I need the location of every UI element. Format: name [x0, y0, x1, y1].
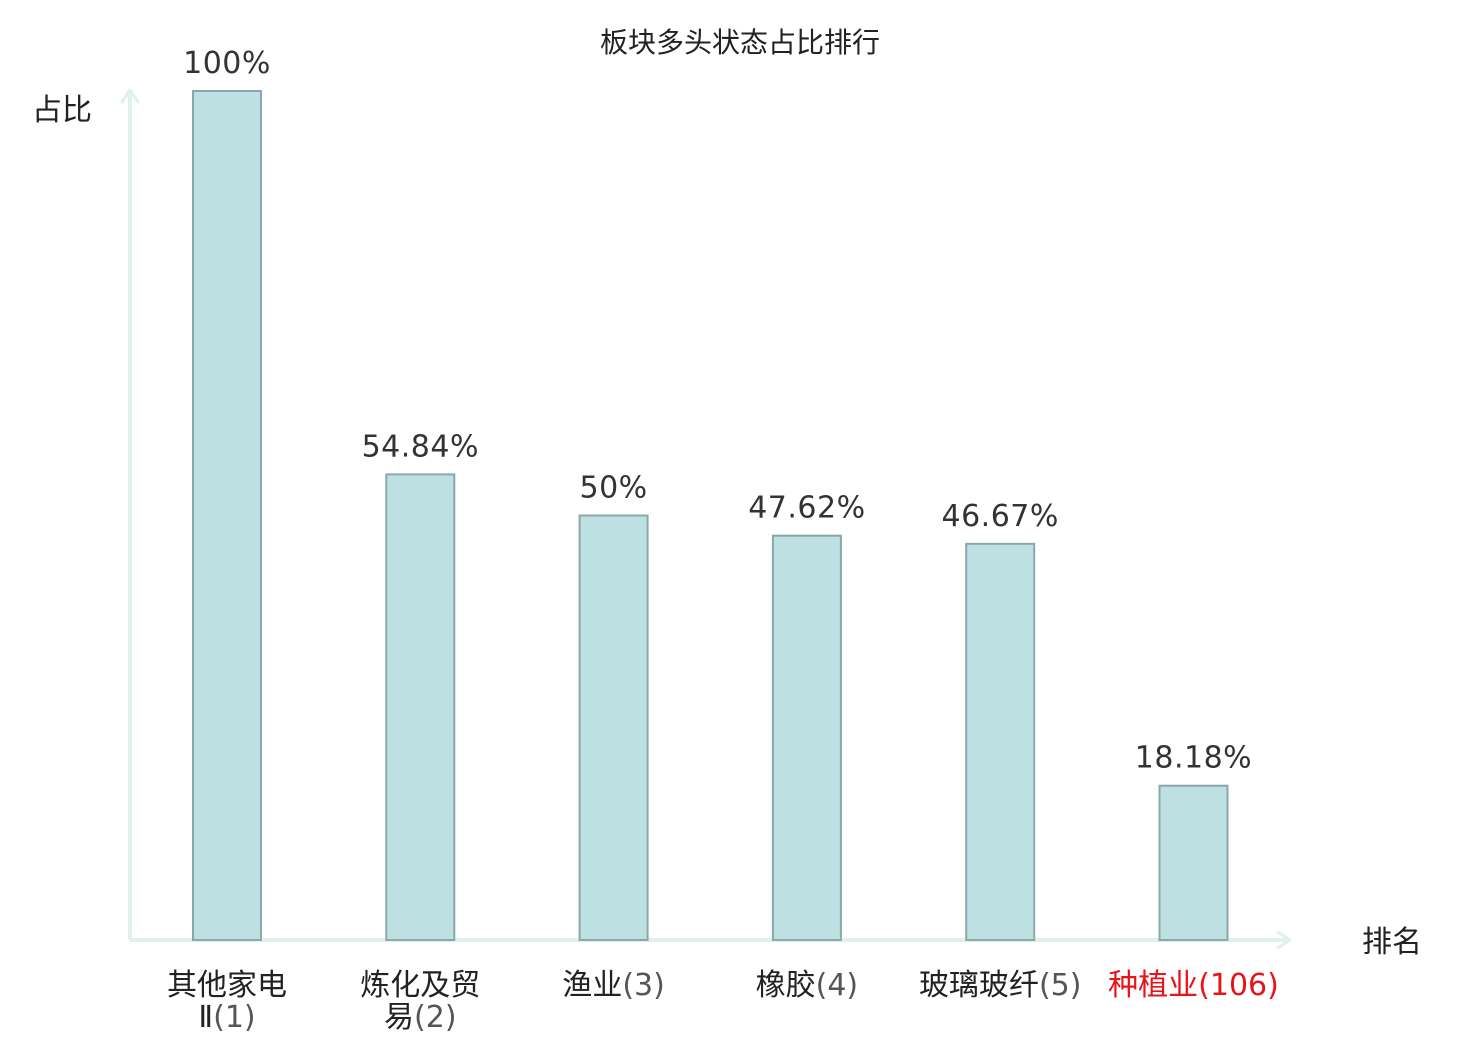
y-axis-label: 占比: [32, 93, 92, 128]
bars-group: [192, 90, 1229, 942]
x-tick-label: 橡胶(4): [756, 968, 859, 1003]
x-tick-label: 炼化及贸: [360, 968, 480, 1003]
bar: [192, 90, 262, 941]
bar-value-label: 47.62%: [748, 491, 865, 526]
bar: [771, 534, 842, 941]
x-tick-label: 其他家电: [167, 968, 287, 1003]
bar-value-label: 50%: [580, 471, 648, 506]
x-tick-label: Ⅱ(1): [198, 1000, 255, 1035]
bar: [578, 514, 649, 941]
bar: [385, 473, 456, 941]
x-tick-label: 种植业(106): [1108, 968, 1279, 1003]
bar-value-label: 54.84%: [362, 429, 479, 464]
value-labels-group: 100% 54.84% 50% 47.62% 46.67% 18.18%: [183, 46, 1252, 776]
x-axis-label: 排名: [1362, 925, 1422, 960]
bar: [1158, 784, 1229, 942]
bar-value-label: 46.67%: [942, 499, 1059, 534]
x-tick-label: 玻璃玻纤(5): [919, 968, 1081, 1003]
bar: [965, 542, 1036, 941]
bar-value-label: 100%: [183, 46, 271, 81]
chart-title: 板块多头状态占比排行: [600, 26, 880, 59]
x-tick-label: 易(2): [384, 1000, 457, 1035]
bar-value-label: 18.18%: [1135, 741, 1252, 776]
x-tick-label: 渔业(3): [562, 968, 665, 1003]
